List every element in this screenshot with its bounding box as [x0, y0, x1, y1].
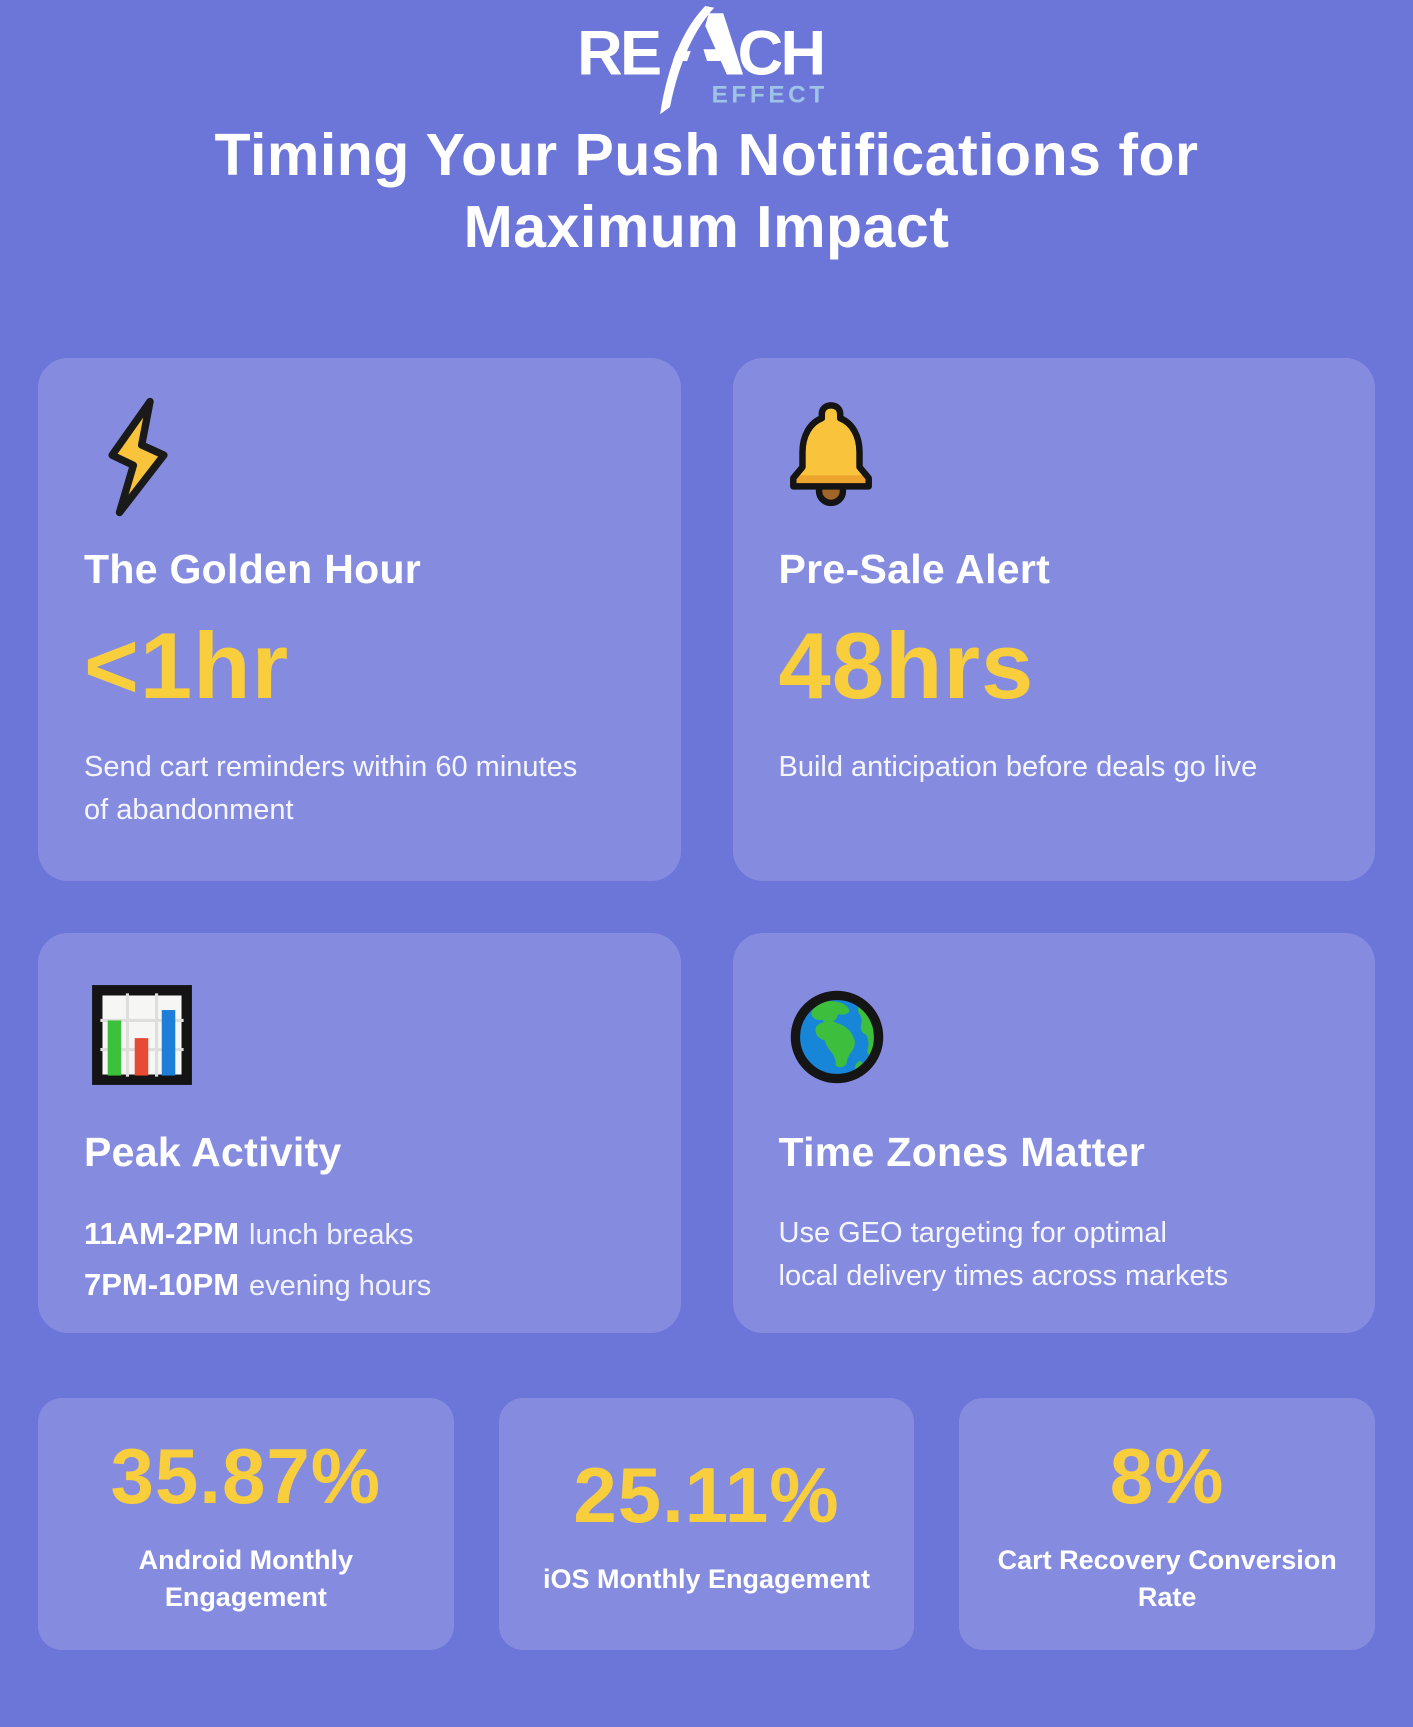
- peak-times: 11AM-2PM lunch breaks 7PM-10PM evening hou…: [84, 1212, 635, 1308]
- peak-time-lunch: 11AM-2PM lunch breaks: [84, 1212, 635, 1257]
- page-title-line1: Timing Your Push Notifications for: [214, 122, 1199, 188]
- stats-row: 35.87% Android Monthly Engagement 25.11%…: [38, 1397, 1375, 1650]
- card-title: Peak Activity: [84, 1128, 342, 1175]
- peak-time-evening: 7PM-10PM evening hours: [84, 1263, 635, 1308]
- stat-card-cart-recovery: 8% Cart Recovery Conversion Rate: [959, 1397, 1375, 1650]
- bell-icon: [785, 396, 1330, 518]
- header: RE CH EFFECT: [0, 0, 1413, 116]
- card-golden-hour: The Golden Hour <1hr Send cart reminders…: [38, 357, 681, 881]
- bar-chart-icon: [90, 983, 635, 1093]
- time-label: lunch breaks: [249, 1218, 414, 1251]
- reach-effect-logo: RE CH EFFECT: [577, 6, 827, 115]
- logo-bolt-icon: [659, 6, 743, 115]
- card-stat: 48hrs: [778, 612, 1035, 718]
- stat-label: Android Monthly Engagement: [138, 1544, 354, 1613]
- stat-label: Cart Recovery Conversion Rate: [997, 1544, 1337, 1613]
- time-range: 7PM-10PM: [84, 1266, 240, 1302]
- lightning-bolt-icon: [90, 396, 635, 518]
- card-peak-activity: Peak Activity 11AM-2PM lunch breaks 7PM-1…: [38, 932, 681, 1333]
- time-label: evening hours: [249, 1269, 432, 1302]
- card-description: Build anticipation before deals go live: [778, 750, 1258, 783]
- time-range: 11AM-2PM: [84, 1215, 240, 1251]
- card-time-zones: Time Zones Matter Use GEO targeting for …: [732, 932, 1375, 1333]
- stat-card-android: 35.87% Android Monthly Engagement: [38, 1397, 454, 1650]
- stat-value: 25.11%: [573, 1450, 840, 1539]
- stat-label: iOS Monthly Engagement: [542, 1563, 870, 1594]
- stat-value: 35.87%: [110, 1431, 382, 1520]
- card-pre-sale-alert: Pre-Sale Alert 48hrs Build anticipation …: [732, 357, 1375, 881]
- card-title: Pre-Sale Alert: [778, 545, 1051, 592]
- logo-text-re: RE: [577, 19, 660, 89]
- page-title-line2: Maximum Impact: [463, 193, 950, 260]
- logo-text-ch: CH: [737, 19, 823, 89]
- card-title: The Golden Hour: [84, 545, 422, 592]
- card-description: Use GEO targeting for optimal local deli…: [778, 1216, 1229, 1293]
- card-title: Time Zones Matter: [778, 1128, 1146, 1175]
- feature-cards-grid: The Golden Hour <1hr Send cart reminders…: [38, 357, 1375, 1333]
- page-title: Timing Your Push Notifications for Maxim…: [40, 120, 1373, 264]
- stat-value: 8%: [1109, 1431, 1225, 1520]
- card-stat: <1hr: [84, 612, 290, 718]
- logo-text-effect: EFFECT: [711, 81, 827, 108]
- card-description: Send cart reminders within 60 minutes of…: [84, 750, 578, 827]
- stat-card-ios: 25.11% iOS Monthly Engagement: [498, 1397, 915, 1650]
- globe-icon: [785, 983, 1330, 1093]
